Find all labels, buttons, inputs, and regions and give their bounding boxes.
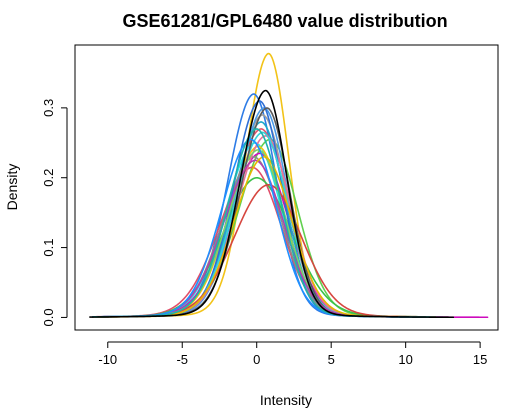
y-tick-label: 0.0: [41, 308, 56, 326]
density-series-9: [92, 145, 437, 318]
x-tick-label: 0: [253, 352, 260, 367]
x-tick-label: -10: [98, 352, 117, 367]
x-tick-label: 5: [328, 352, 335, 367]
density-series-23: [92, 138, 437, 318]
chart-title: GSE61281/GPL6480 value distribution: [122, 11, 447, 31]
series-layer: [89, 52, 489, 319]
y-axis-label: Density: [4, 164, 20, 211]
density-series-8: [92, 114, 437, 318]
density-series-21: [92, 159, 437, 318]
plot-frame: [74, 44, 499, 331]
x-tick-label: 10: [398, 352, 412, 367]
x-tick-label: -5: [176, 352, 188, 367]
x-tick-label: 15: [473, 352, 487, 367]
x-axis-ticks: -10 -5 0 5 10 15: [98, 342, 487, 367]
density-series-19: [92, 149, 437, 318]
density-series-1: [92, 52, 429, 318]
density-series-12: [92, 176, 437, 318]
y-tick-label: 0.2: [41, 169, 56, 187]
y-tick-label: 0.1: [41, 239, 56, 257]
density-series-2: [89, 89, 455, 319]
density-series-11: [92, 166, 437, 318]
density-series-3: [92, 93, 444, 319]
x-axis-label: Intensity: [260, 392, 312, 408]
y-tick-label: 0.3: [41, 99, 56, 117]
density-series-18: [92, 183, 437, 318]
y-axis-ticks: 0.0 0.1 0.2 0.3: [41, 99, 67, 326]
density-series-5: [92, 138, 437, 318]
